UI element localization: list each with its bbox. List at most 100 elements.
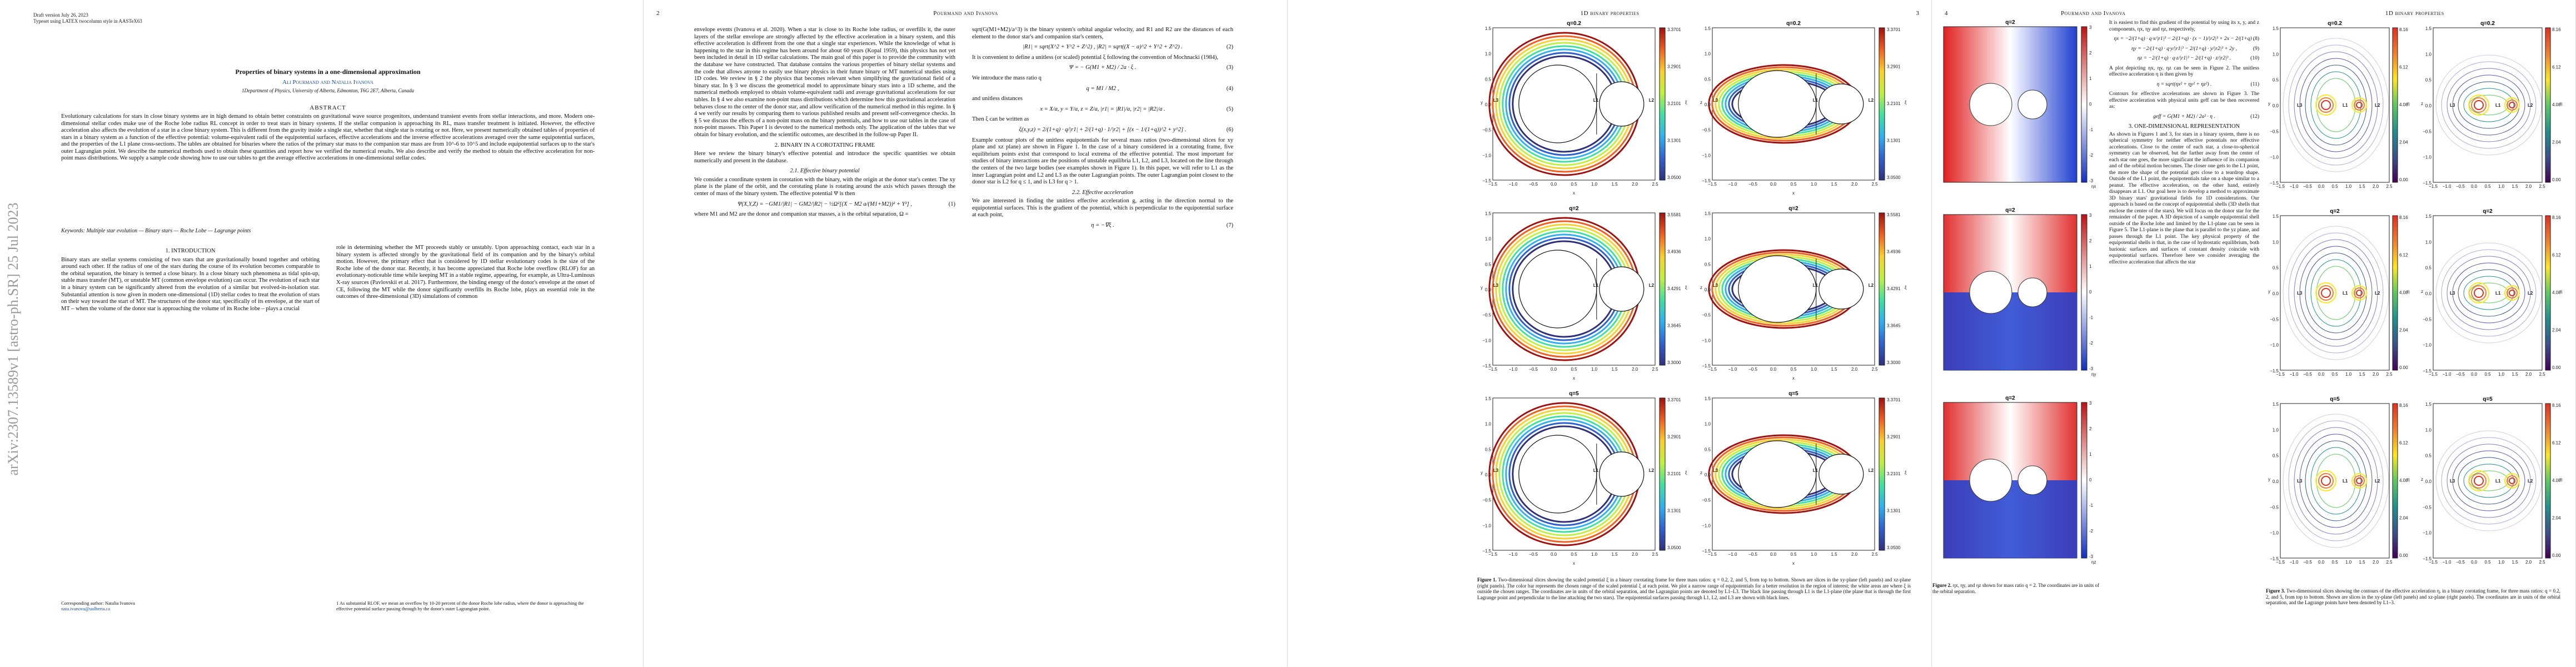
- section-2-heading: 2. BINARY IN A COROTATING FRAME: [774, 142, 875, 148]
- affiliation: 1Department of Physics, University of Al…: [242, 88, 414, 93]
- page-number: 2: [656, 10, 660, 17]
- companion-lobe: [1818, 83, 1864, 125]
- colorbar-tick-label: -3: [2089, 554, 2094, 559]
- x-tick-label: −1.5: [1488, 367, 1497, 372]
- panel-title: q=2: [2005, 19, 2015, 26]
- y-tick-label: −1.0: [2423, 531, 2431, 536]
- colorbar-tick-label: 3.0500: [1887, 545, 1901, 550]
- y-axis-label: z: [1700, 100, 1702, 105]
- colorbar-label: ηz: [2091, 560, 2096, 565]
- x-tick-label: 0.5: [1790, 552, 1797, 557]
- figure-1-caption: Figure 1. Two-dimensional slices showing…: [1477, 577, 1911, 600]
- colorbar-tick-label: 3.2901: [1887, 64, 1901, 69]
- lagrange-point-label: L3: [1493, 468, 1499, 473]
- running-head: 1D binary properties: [1580, 10, 1640, 17]
- colorbar-tick-label: 0.00: [2399, 553, 2408, 558]
- colorbar-tick-label: 2.04: [2552, 328, 2561, 333]
- companion-contour: [2351, 285, 2367, 301]
- y-tick-label: −1.5: [2423, 369, 2431, 374]
- colorbar-tick-label: 1: [2089, 76, 2092, 81]
- colorbar-tick-label: 2.04: [2399, 328, 2408, 333]
- primary-lobe: [1738, 70, 1817, 138]
- text-block: We introduce the mass ratio q: [972, 74, 1042, 81]
- contour-plot: q=5 L1 L2 L3 −1.5 −1.0 −0.5 0.0 0.5 1.0 1.5 2.0 2.5 1…: [1481, 391, 1687, 566]
- acceleration-contour: [2463, 464, 2514, 498]
- colorbar-tick-label: 0.00: [2399, 177, 2408, 182]
- acceleration-contour: [2283, 226, 2389, 360]
- y-tick-label: 1.0: [1705, 237, 1711, 242]
- lagrange-point-label: L1: [1593, 98, 1599, 103]
- lagrange-point-label: L2: [1869, 98, 1874, 103]
- x-tick-label: −1.5: [1488, 182, 1497, 187]
- colorbar-tick-label: 3.3645: [1667, 323, 1681, 328]
- colorbar-tick-label: 3.0500: [1667, 175, 1681, 180]
- companion-lobe: [1818, 268, 1864, 310]
- x-tick-label: 0.5: [2331, 184, 2338, 189]
- colorbar-tick-label: 0.00: [2552, 553, 2561, 558]
- y-tick-label: −1.0: [1702, 338, 1711, 343]
- eta-map: q=2 3 2 1 0 -1 -2 -3ηz: [1943, 395, 2096, 565]
- figure-3-panel: q=2 L3 L1 L2 −1.5 −1.0 −0.5 0.0 0.5 1.0 1.5 2.0 2.5 1…: [2419, 207, 2563, 385]
- colorbar-tick-label: 4.08: [2552, 478, 2561, 483]
- companion-contour: [2354, 287, 2365, 298]
- figure-3-caption: Figure 3. Two-dimensional slices showing…: [2266, 588, 2560, 605]
- x-axis-label: x: [1573, 191, 1575, 196]
- primary-contour: [2321, 288, 2331, 298]
- primary-contour: [2315, 282, 2336, 303]
- panel-title: q=5: [1788, 391, 1798, 397]
- colorbar-tick-label: 6.12: [2552, 253, 2561, 258]
- colorbar-tick-label: 6.12: [2399, 65, 2408, 70]
- x-tick-label: 0.5: [2484, 560, 2491, 565]
- y-tick-label: −1.5: [1702, 549, 1711, 554]
- y-tick-label: −0.5: [2270, 505, 2279, 510]
- eta-map: q=2 3 2 1 0 -1 -2 -3ηy: [1943, 207, 2096, 377]
- negative-region: [1944, 292, 2077, 370]
- colorbar-tick-label: 3: [2089, 213, 2092, 218]
- panel-title: q=5: [2330, 396, 2340, 402]
- equation-12: geff = G(M1 + M2) / 2a² · η . (12): [2153, 113, 2259, 120]
- y-tick-label: 0.0: [1485, 287, 1492, 292]
- colorbar-tick-label: 3.2901: [1667, 435, 1681, 440]
- keywords: Keywords: Multiple star evolution — Bina…: [61, 228, 251, 234]
- running-head: Pourmand and Ivanova: [933, 10, 998, 17]
- colorbar-label: ξ: [1905, 285, 1907, 290]
- colorbar-tick-label: 3.2101: [1887, 471, 1901, 476]
- colorbar-tick-label: 3.3701: [1887, 27, 1901, 32]
- colorbar-tick-label: -3: [2089, 178, 2094, 183]
- x-tick-label: 2.0: [2373, 184, 2379, 189]
- x-tick-label: −0.5: [1529, 182, 1538, 187]
- x-tick-label: 0.0: [2318, 560, 2325, 565]
- x-tick-label: −1.0: [2290, 184, 2299, 189]
- primary-lobe: [1518, 250, 1597, 328]
- corr-email-link[interactable]: nata.ivanova@ualberta.ca: [61, 606, 111, 611]
- x-tick-label: 2.5: [2386, 372, 2393, 377]
- primary-contour: [2474, 476, 2484, 486]
- primary-lobe: [1518, 64, 1597, 143]
- subsection-2-1-heading: 2.1. Effective binary potential: [790, 168, 860, 175]
- y-tick-label: −1.5: [2270, 556, 2279, 561]
- acceleration-contour: [2463, 276, 2514, 310]
- y-tick-label: 0.0: [2273, 103, 2279, 108]
- panel-title: q=0.2: [1567, 21, 1581, 27]
- colorbar-tick-label: 8.16: [2552, 27, 2561, 32]
- colorbar-tick-label: 3.3645: [1887, 323, 1901, 328]
- x-tick-label: 0.5: [1571, 182, 1577, 187]
- paper-title: Properties of binary systems in a one-di…: [235, 68, 421, 76]
- y-tick-label: 1.0: [2425, 427, 2432, 432]
- lagrange-point-label: L3: [1713, 468, 1718, 473]
- acceleration-contour: [2435, 54, 2542, 156]
- x-tick-label: 0.5: [1571, 552, 1577, 557]
- authors[interactable]: Ali Pourmand and Natalia Ivanova: [282, 79, 373, 86]
- primary-contour: [2318, 473, 2334, 489]
- intro-left-column: 1. INTRODUCTION Binary stars are stellar…: [61, 245, 320, 312]
- companion-lobe: [1599, 451, 1645, 497]
- x-tick-label: −1.5: [2276, 184, 2285, 189]
- x-tick-label: 1.0: [2345, 560, 2352, 565]
- y-tick-label: 0.0: [2273, 479, 2279, 484]
- x-tick-label: −1.0: [1728, 552, 1737, 557]
- acceleration-contour: [2447, 68, 2531, 142]
- acceleration-contour: [2283, 414, 2389, 548]
- colorbar-label: η: [2560, 101, 2562, 106]
- acceleration-contour: [2441, 249, 2537, 337]
- acceleration-contour: [2283, 38, 2389, 172]
